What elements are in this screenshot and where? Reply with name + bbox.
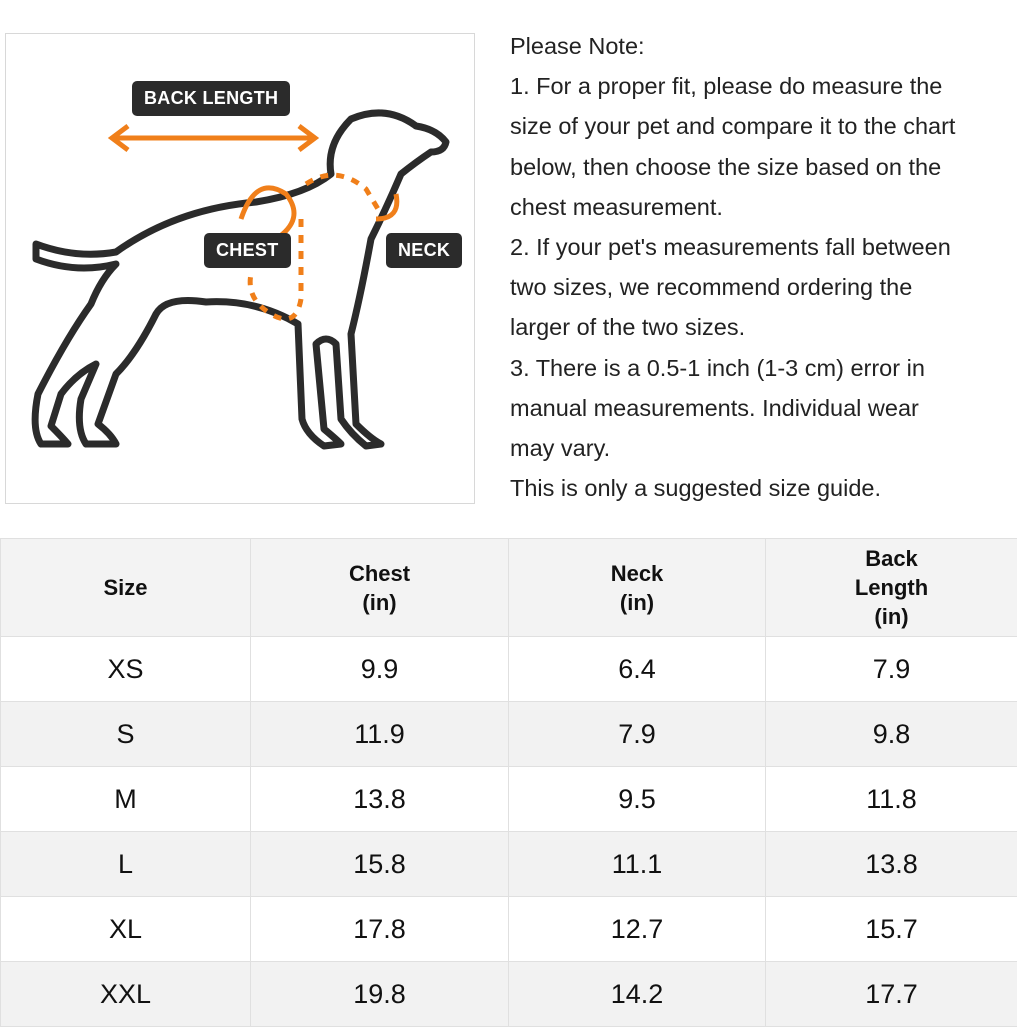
note-line: below, then choose the size based on the [510,147,1017,187]
chest-cell: 11.9 [251,702,509,767]
size-cell: XS [1,637,251,702]
note-line: 2. If your pet's measurements fall betwe… [510,227,1017,267]
header-neck: Neck (in) [509,539,766,637]
back-length-cell: 7.9 [766,637,1017,702]
back-length-cell: 17.7 [766,962,1017,1027]
size-cell: L [1,832,251,897]
chest-cell: 17.8 [251,897,509,962]
back-length-cell: 15.7 [766,897,1017,962]
neck-cell: 6.4 [509,637,766,702]
chest-label: CHEST [204,233,291,268]
size-cell: M [1,767,251,832]
neck-cell: 11.1 [509,832,766,897]
chest-cell: 19.8 [251,962,509,1027]
header-size: Size [1,539,251,637]
header-back-length: Back Length (in) [766,539,1017,637]
chest-cell: 15.8 [251,832,509,897]
note-line: size of your pet and compare it to the c… [510,106,1017,146]
note-line: chest measurement. [510,187,1017,227]
note-line: manual measurements. Individual wear [510,388,1017,428]
notes-heading: Please Note: [510,26,1017,66]
note-line: larger of the two sizes. [510,307,1017,347]
note-line: 3. There is a 0.5-1 inch (1-3 cm) error … [510,348,1017,388]
note-line: 1. For a proper fit, please do measure t… [510,66,1017,106]
back-length-cell: 9.8 [766,702,1017,767]
dog-measurement-figure: BACK LENGTH CHEST NECK [5,33,475,504]
size-table: Size Chest (in) Neck (in) Back Length (i… [0,538,1017,1027]
table-header-row: Size Chest (in) Neck (in) Back Length (i… [1,539,1017,637]
note-line: This is only a suggested size guide. [510,468,1017,508]
header-chest: Chest (in) [251,539,509,637]
size-cell: XXL [1,962,251,1027]
note-line: two sizes, we recommend ordering the [510,267,1017,307]
chest-cell: 13.8 [251,767,509,832]
back-length-cell: 13.8 [766,832,1017,897]
neck-cell: 7.9 [509,702,766,767]
size-notes: Please Note: 1. For a proper fit, please… [510,26,1017,508]
size-cell: XL [1,897,251,962]
neck-cell: 14.2 [509,962,766,1027]
size-cell: S [1,702,251,767]
neck-cell: 12.7 [509,897,766,962]
back-length-label: BACK LENGTH [132,81,290,116]
neck-cell: 9.5 [509,767,766,832]
neck-label: NECK [386,233,462,268]
note-line: may vary. [510,428,1017,468]
chest-cell: 9.9 [251,637,509,702]
back-length-cell: 11.8 [766,767,1017,832]
